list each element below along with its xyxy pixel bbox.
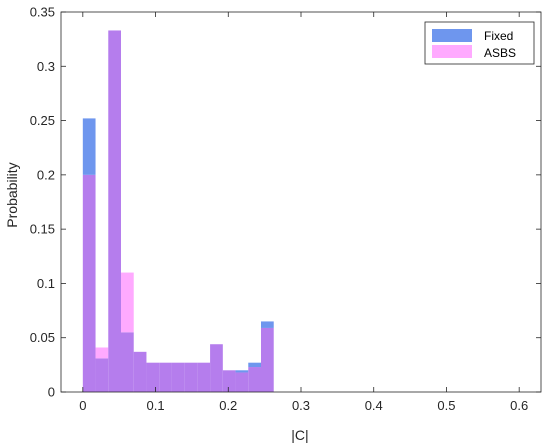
bar-overlap [82, 174, 96, 392]
bar-fixed [248, 362, 261, 368]
legend-swatch-fixed [432, 29, 472, 42]
y-tick-label: 0 [48, 385, 55, 400]
bar-overlap [108, 30, 121, 392]
x-tick-label: 0 [79, 398, 86, 413]
bar-overlap [235, 372, 249, 392]
y-tick-label: 0.3 [37, 59, 55, 74]
x-tick-label: 0.1 [147, 398, 165, 413]
bar-overlap [121, 332, 134, 392]
bar-fixed [82, 118, 96, 175]
legend-swatch-asbs [432, 45, 472, 58]
bar-overlap [146, 362, 160, 392]
x-tick-label: 0.3 [292, 398, 310, 413]
bar-fixed [235, 370, 249, 373]
x-tick-label: 0.6 [510, 398, 528, 413]
bar-overlap [210, 344, 223, 392]
x-tick-label: 0.4 [365, 398, 383, 413]
y-tick-label: 0.25 [30, 113, 55, 128]
bar-overlap [248, 367, 261, 392]
legend-label-asbs: ASBS [484, 46, 516, 60]
bar-overlap [95, 358, 109, 392]
x-tick-label: 0.5 [437, 398, 455, 413]
legend-label-fixed: Fixed [484, 29, 513, 43]
histogram-bars [82, 30, 274, 392]
x-tick-label: 0.2 [219, 398, 237, 413]
bar-overlap [184, 362, 198, 392]
y-tick-label: 0.1 [37, 276, 55, 291]
bar-overlap [261, 327, 274, 392]
y-tick-label: 0.15 [30, 222, 55, 237]
bar-overlap [159, 362, 172, 392]
y-axis-label: Probability [4, 162, 20, 227]
x-axis-label: |C| [291, 427, 308, 443]
bar-overlap [133, 351, 147, 392]
bar-asbs [121, 272, 134, 333]
x-axis-ticks: 0 0.1 0.2 0.3 0.4 0.5 0.6 [79, 12, 528, 413]
y-tick-label: 0.2 [37, 167, 55, 182]
bar-overlap [197, 362, 211, 392]
bar-fixed [261, 321, 274, 328]
bar-overlap [222, 370, 236, 392]
bar-asbs [95, 347, 109, 359]
y-tick-label: 0.35 [30, 5, 55, 20]
y-axis-ticks: 0 0.05 0.1 0.15 0.2 0.25 0.3 0.35 [30, 5, 541, 400]
legend: Fixed ASBS [424, 21, 535, 65]
bar-overlap [171, 362, 185, 392]
y-tick-label: 0.05 [30, 330, 55, 345]
